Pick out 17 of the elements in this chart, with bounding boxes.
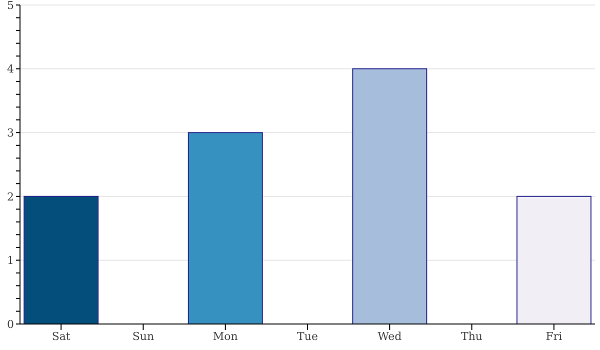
x-tick-label: Wed <box>378 330 402 343</box>
x-tick-label: Fri <box>546 330 563 343</box>
x-tick-label: Sat <box>52 330 71 343</box>
x-tick-label: Thu <box>461 330 483 343</box>
bar <box>188 132 263 324</box>
y-tick-label: 5 <box>7 0 14 12</box>
y-tick-label: 4 <box>7 62 14 76</box>
x-tick-label: Mon <box>212 330 238 343</box>
y-tick-label: 3 <box>7 126 14 140</box>
y-tick-label: 0 <box>7 318 14 331</box>
bar <box>352 68 428 324</box>
bar <box>24 196 99 324</box>
y-tick-label: 1 <box>7 254 14 268</box>
y-tick-label: 2 <box>7 190 14 204</box>
x-tick-label: Tue <box>297 330 318 343</box>
x-tick-label: Sun <box>132 330 154 343</box>
bar <box>516 196 592 324</box>
